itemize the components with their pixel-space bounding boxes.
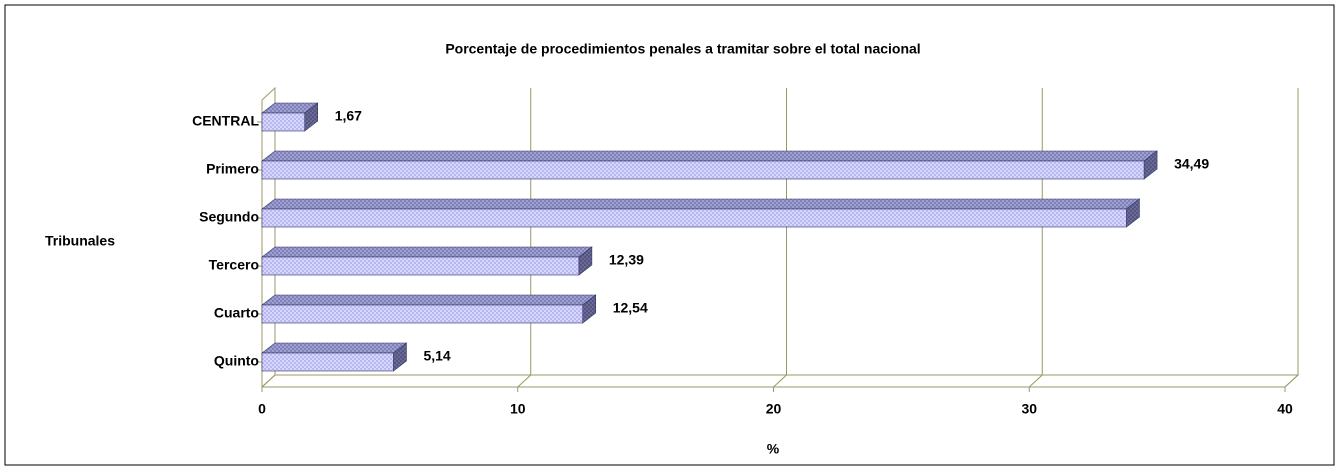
chart-frame [4, 4, 1335, 466]
x-tick-label: 10 [510, 401, 526, 417]
data-label: 34,49 [1174, 156, 1209, 172]
chart-title: Porcentaje de procedimientos penales a t… [445, 41, 920, 57]
data-label: 12,39 [609, 252, 644, 268]
bar [261, 208, 1127, 228]
bar [261, 304, 584, 324]
bar-top [261, 342, 408, 354]
grid-line [773, 88, 787, 388]
y-tick-label: Segundo [199, 209, 259, 225]
bar-top [261, 294, 597, 306]
bar [261, 112, 306, 132]
y-tick-label: Tercero [209, 257, 259, 273]
x-tick-label: 0 [258, 401, 266, 417]
x-tick-label: 20 [766, 401, 782, 417]
grid-line [517, 88, 532, 388]
data-label: 1,67 [335, 108, 362, 124]
bar [261, 352, 394, 372]
x-tick-label: 40 [1277, 401, 1293, 417]
x-tick-label: 30 [1021, 401, 1037, 417]
bar-top [261, 198, 1141, 210]
bar-top [261, 150, 1158, 162]
y-tick-label: CENTRAL [192, 113, 259, 129]
bar-top [261, 246, 593, 258]
y-axis-label: Tribunales [45, 233, 115, 249]
bar [261, 256, 580, 276]
grid-line [1284, 88, 1299, 388]
x-axis-label: % [767, 441, 780, 457]
y-tick-label: Primero [206, 161, 259, 177]
y-tick-label: Quinto [214, 353, 259, 369]
data-label: 5,14 [423, 348, 450, 364]
grid-line [261, 88, 276, 388]
grid-line [1028, 88, 1043, 388]
bar [261, 160, 1145, 180]
y-tick-label: Cuarto [214, 305, 259, 321]
data-label: 12,54 [613, 300, 648, 316]
